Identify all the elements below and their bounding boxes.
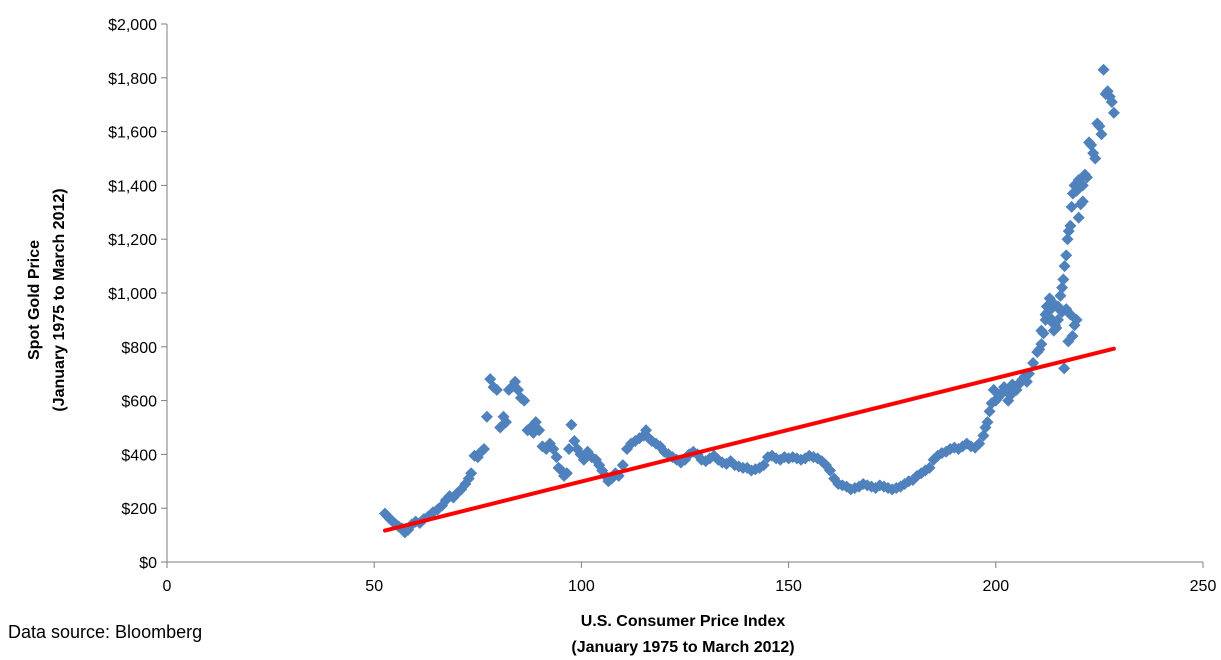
data-point: [1057, 273, 1070, 286]
x-tick-label: 50: [365, 578, 383, 595]
y-tick-label: $600: [121, 394, 157, 411]
data-point: [1035, 324, 1048, 337]
data-point: [1076, 195, 1089, 208]
data-point: [1064, 219, 1077, 232]
data-point: [1051, 300, 1064, 313]
x-tick-label: 250: [1190, 578, 1217, 595]
data-point: [565, 418, 578, 431]
data-point: [1076, 179, 1089, 192]
data-point: [465, 467, 478, 480]
data-point: [923, 461, 936, 474]
y-tick-label: $1,400: [108, 178, 157, 195]
y-tick-label: $1,000: [108, 286, 157, 303]
x-tick-label: 200: [982, 578, 1009, 595]
data-point: [1105, 96, 1118, 109]
x-axis-title-line-2: (January 1975 to March 2012): [571, 639, 794, 656]
data-point: [1089, 152, 1102, 165]
x-axis-ticks: 0 50 100 150 200 250: [163, 562, 1217, 595]
x-tick-label: 100: [568, 578, 595, 595]
data-source-note: Data source: Bloomberg: [8, 622, 203, 642]
data-point: [1047, 324, 1060, 337]
y-tick-label: $800: [121, 340, 157, 357]
data-points: [378, 63, 1120, 539]
data-point: [1107, 106, 1120, 119]
data-point: [616, 459, 629, 472]
data-point: [1054, 289, 1067, 302]
data-point: [1056, 281, 1069, 294]
data-point: [981, 416, 994, 429]
data-point: [518, 394, 531, 407]
data-point: [1095, 128, 1108, 141]
y-tick-label: $400: [121, 447, 157, 464]
y-tick-label: $1,800: [108, 71, 157, 88]
data-point: [1060, 249, 1073, 262]
data-point: [1058, 260, 1071, 273]
data-point: [973, 437, 986, 450]
x-tick-label: 150: [775, 578, 802, 595]
data-point: [490, 383, 503, 396]
x-axis-title-line-1: U.S. Consumer Price Index: [581, 613, 786, 630]
data-point: [1058, 362, 1071, 375]
y-axis-title-line-1: Spot Gold Price: [26, 240, 43, 360]
y-axis-title-line-2: (January 1975 to March 2012): [51, 188, 68, 411]
data-point: [480, 410, 493, 423]
data-point: [1097, 63, 1110, 76]
data-point: [1065, 200, 1078, 213]
y-tick-label: $1,200: [108, 232, 157, 249]
data-point: [560, 467, 573, 480]
data-point: [1080, 171, 1093, 184]
y-tick-label: $200: [121, 501, 157, 518]
y-tick-label: $2,000: [108, 17, 157, 34]
data-point: [1072, 211, 1085, 224]
data-point: [824, 464, 837, 477]
y-tick-label: $1,600: [108, 125, 157, 142]
data-point: [1061, 233, 1074, 246]
data-point: [562, 443, 575, 456]
y-axis-ticks: $0 $200 $400 $600 $800 $1,000 $1,200 $1,400 $1,6…: [108, 17, 167, 572]
x-tick-label: 0: [163, 578, 172, 595]
data-point: [499, 416, 512, 429]
data-point: [505, 381, 518, 394]
data-point: [1066, 330, 1079, 343]
y-tick-label: $0: [139, 555, 157, 572]
data-point: [533, 424, 546, 437]
data-point: [1051, 313, 1064, 326]
data-point: [1027, 356, 1040, 369]
trendline: [382, 346, 1116, 533]
data-point: [1035, 338, 1048, 351]
data-point: [478, 443, 491, 456]
data-point: [550, 451, 563, 464]
data-point: [757, 459, 770, 472]
data-point: [1039, 308, 1052, 321]
